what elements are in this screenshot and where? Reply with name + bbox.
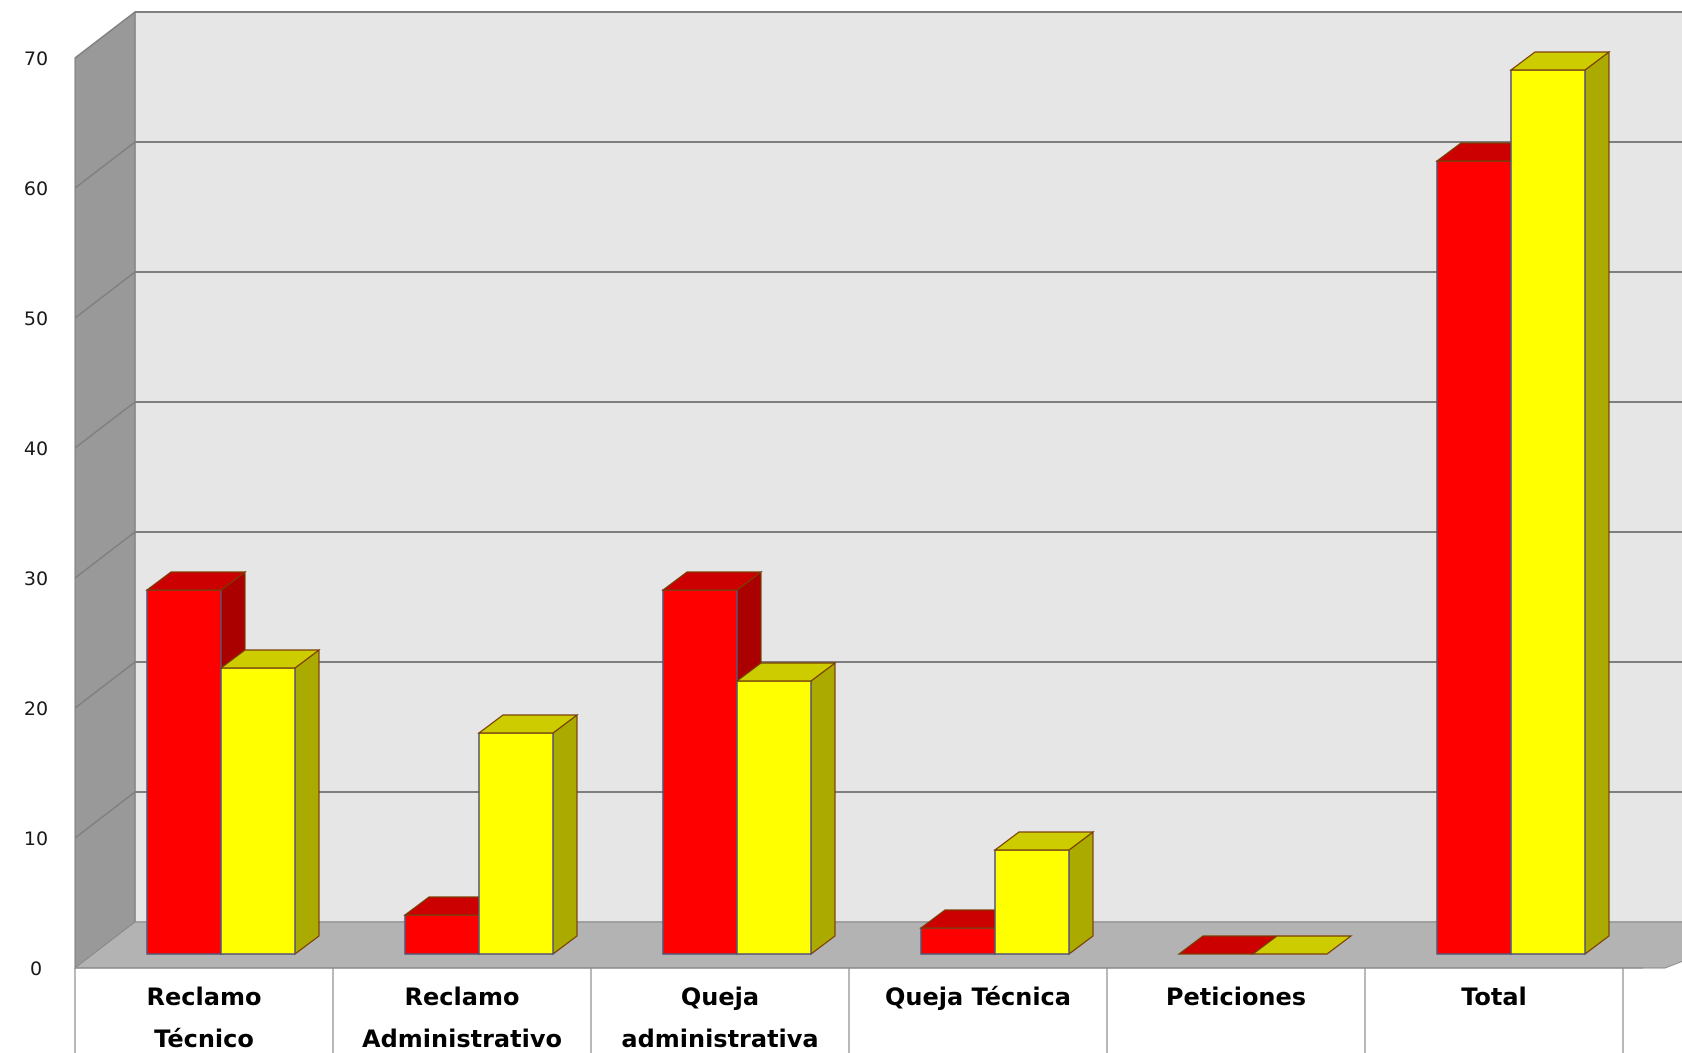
bar-top-series-2 xyxy=(735,662,837,682)
bar-series-2 xyxy=(220,667,296,955)
gridline-side xyxy=(74,11,136,59)
y-tick-label: 0 xyxy=(30,958,42,980)
category-label: Peticiones xyxy=(1166,983,1306,1011)
category-label: Administrativo xyxy=(362,1025,562,1053)
category-label: Reclamo xyxy=(405,983,520,1011)
bar-series-1 xyxy=(920,927,996,955)
y-tick-label: 70 xyxy=(24,48,48,70)
gridline-side xyxy=(74,791,136,839)
category-label: Técnico xyxy=(154,1025,254,1053)
bar-top-series-1 xyxy=(661,571,763,591)
bar-series-1 xyxy=(1436,160,1512,955)
y-tick-label: 60 xyxy=(24,178,48,200)
bar-series-1 xyxy=(662,589,738,955)
category-label: administrativa xyxy=(621,1025,818,1053)
category-label: Queja xyxy=(681,983,759,1011)
bar-top-series-2 xyxy=(1509,51,1611,71)
bar-series-2 xyxy=(994,849,1070,955)
bar-side-series-2 xyxy=(810,661,836,956)
y-tick-label: 40 xyxy=(24,438,48,460)
side-wall xyxy=(74,10,136,970)
bar-top-series-2 xyxy=(477,714,579,734)
bar-series-2 xyxy=(736,680,812,955)
gridline-side xyxy=(74,661,136,709)
gridline-side xyxy=(74,531,136,579)
bar-side-series-2 xyxy=(1068,830,1094,956)
gridline-side xyxy=(74,271,136,319)
y-tick-label: 50 xyxy=(24,308,48,330)
bar-series-2 xyxy=(478,732,554,955)
y-tick-label: 20 xyxy=(24,698,48,720)
category-label: Queja Técnica xyxy=(885,983,1071,1011)
category-label: Total xyxy=(1461,983,1527,1011)
y-tick-label: 10 xyxy=(24,828,48,850)
bar-series-2 xyxy=(1510,69,1586,955)
bar-side-series-2 xyxy=(552,713,578,956)
gridline-side xyxy=(74,141,136,189)
bar-top-series-2 xyxy=(1251,935,1353,955)
bar-side-series-2 xyxy=(294,648,320,956)
bar-top-series-2 xyxy=(219,649,321,669)
bar-top-series-2 xyxy=(993,831,1095,851)
bar-side-series-2 xyxy=(1584,50,1610,956)
gridline-side xyxy=(74,401,136,449)
bar-top-series-1 xyxy=(145,571,247,591)
y-tick-label: 30 xyxy=(24,568,48,590)
bar-series-1 xyxy=(404,914,480,955)
category-label: Reclamo xyxy=(147,983,262,1011)
bar-series-1 xyxy=(146,589,222,955)
